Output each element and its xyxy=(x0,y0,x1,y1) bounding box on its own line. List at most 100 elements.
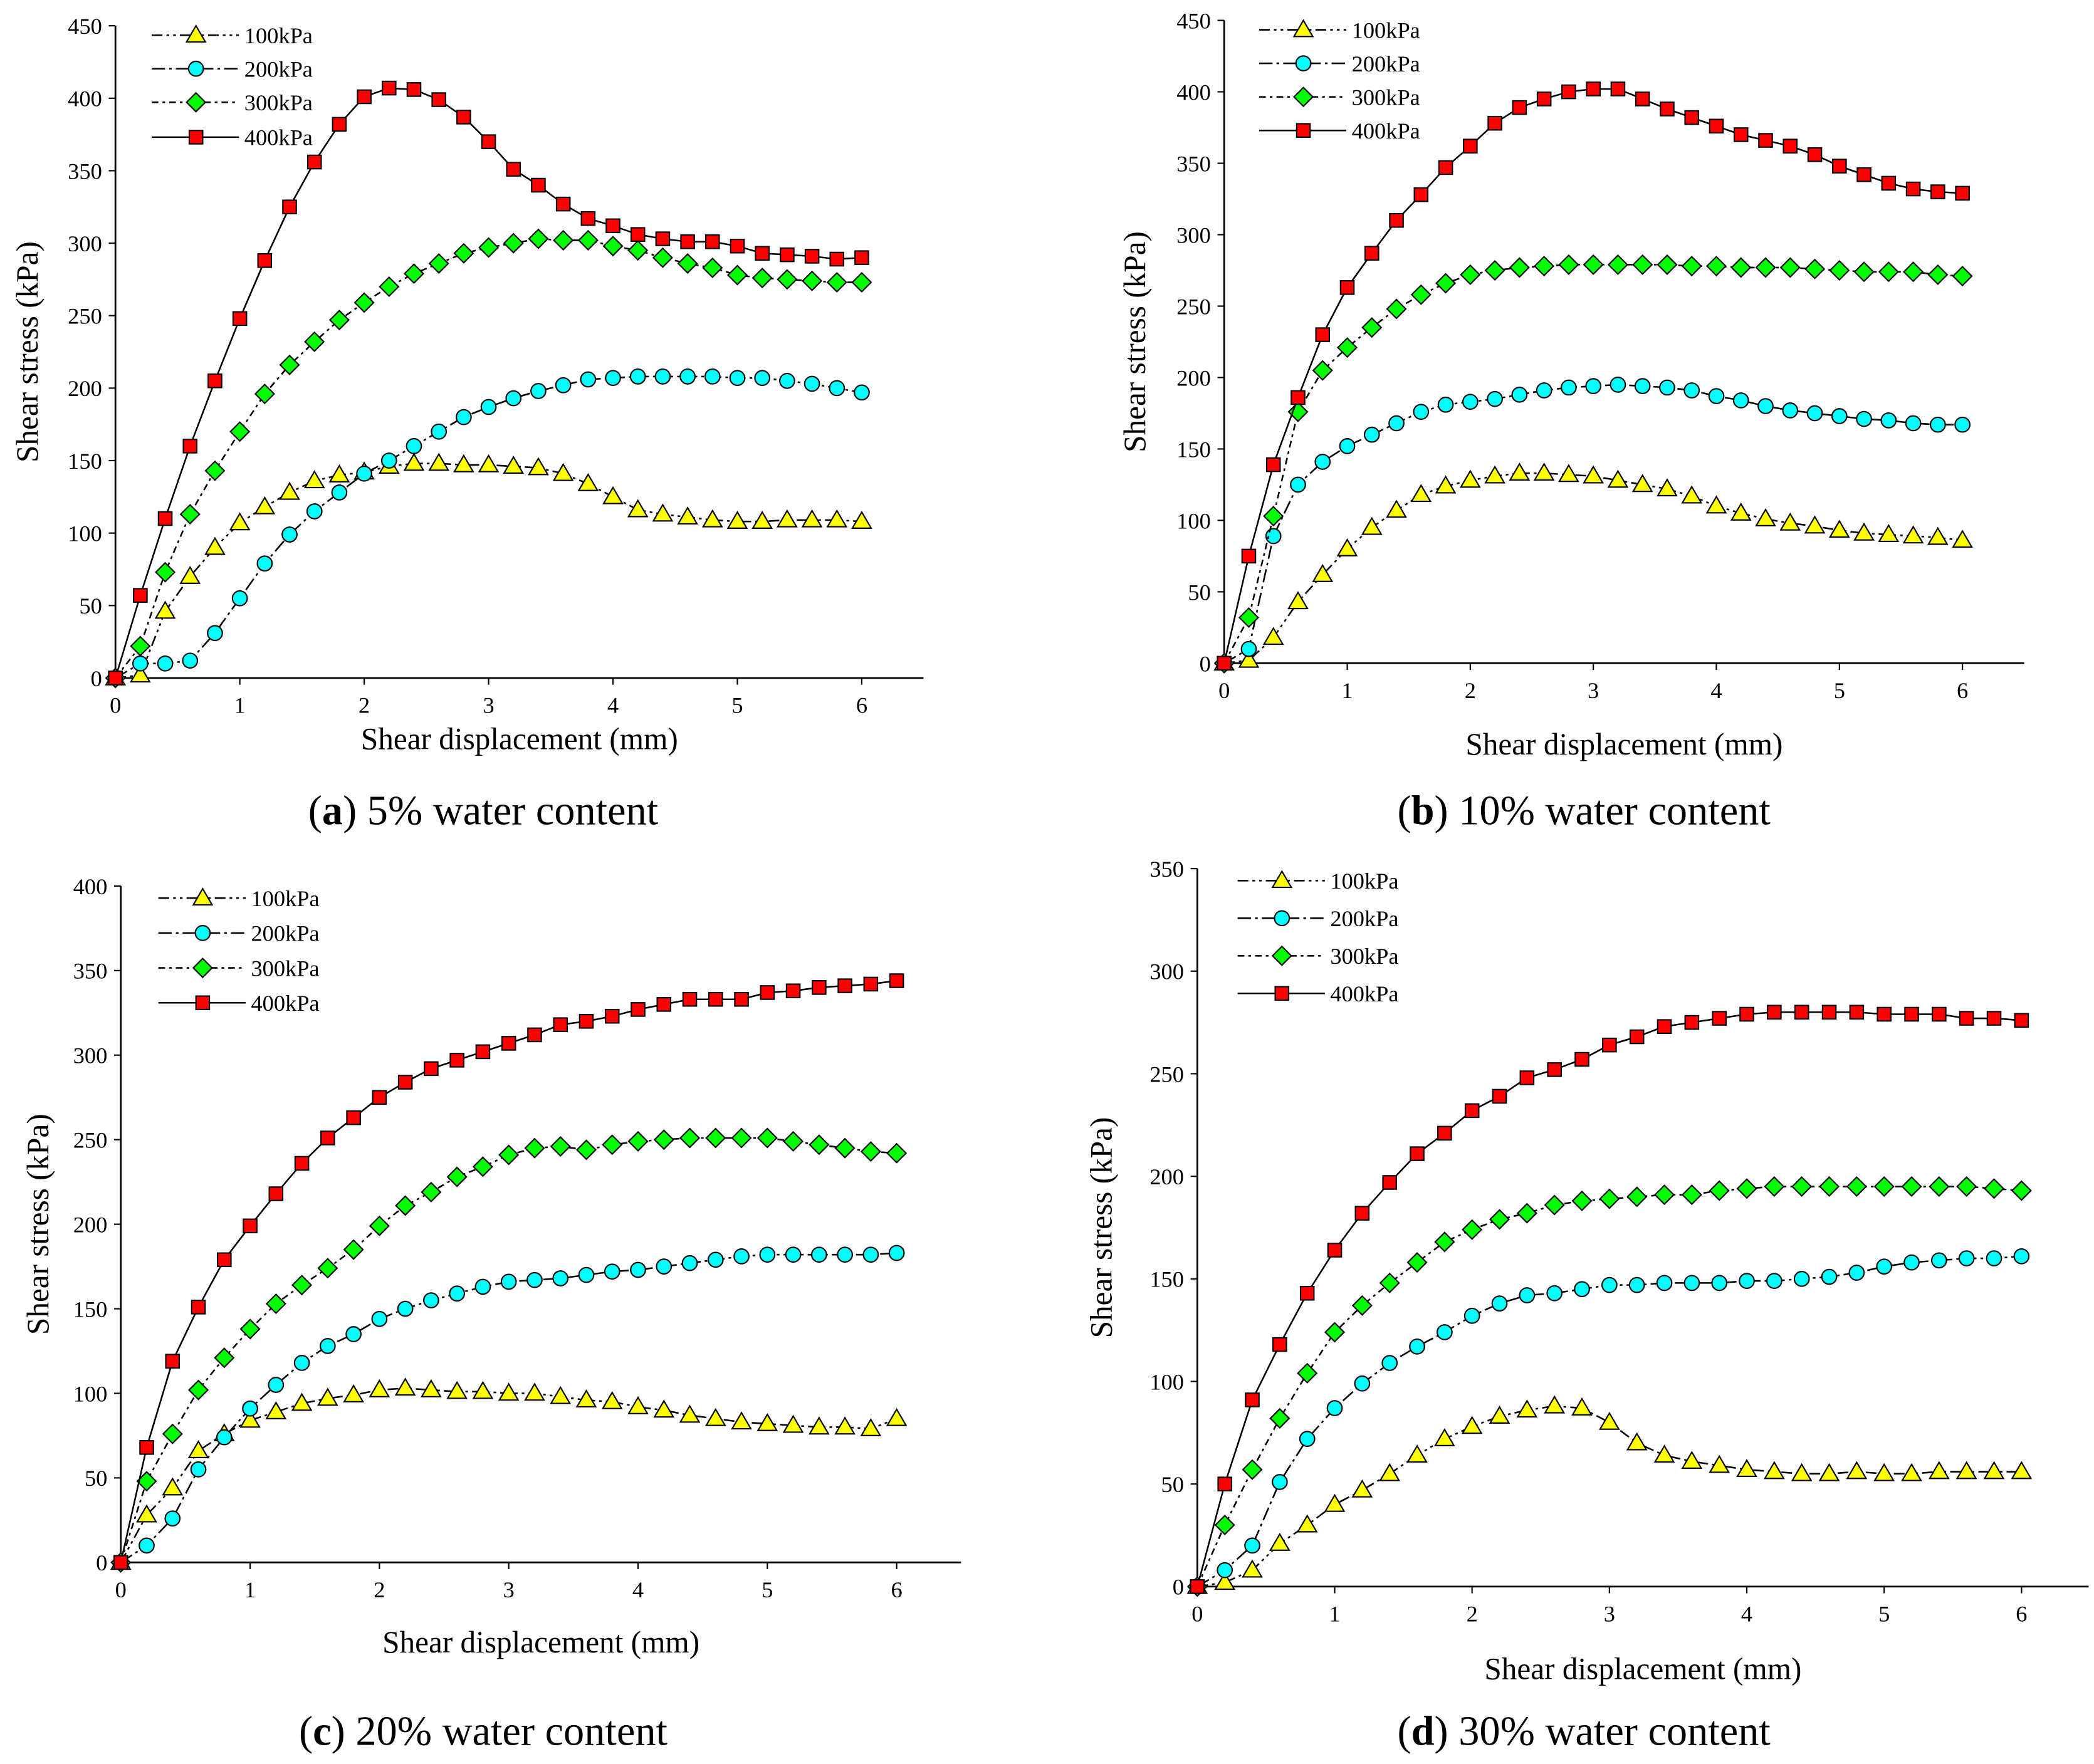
y-tick-label: 200 xyxy=(73,1212,108,1237)
data-point-200kPa xyxy=(580,371,597,388)
data-point-200kPa xyxy=(1561,379,1577,396)
x-tick-label: 2 xyxy=(374,1577,385,1602)
data-point-400kPa xyxy=(207,373,222,389)
data-point-100kPa xyxy=(1509,462,1531,481)
data-point-300kPa xyxy=(317,1258,338,1279)
data-point-300kPa xyxy=(1509,257,1530,278)
data-point-400kPa xyxy=(555,196,571,212)
data-point-100kPa xyxy=(446,1380,468,1399)
data-point-400kPa xyxy=(506,162,521,177)
data-point-200kPa xyxy=(505,390,522,407)
data-point-400kPa xyxy=(656,997,672,1012)
y-tick-label: 100 xyxy=(1149,1369,1184,1394)
data-point-100kPa xyxy=(777,509,798,528)
data-point-200kPa xyxy=(1711,1275,1728,1292)
caption-letter: c xyxy=(313,1709,331,1755)
data-point-400kPa xyxy=(760,985,775,1000)
x-tick-label: 1 xyxy=(244,1577,256,1602)
data-point-400kPa xyxy=(1821,1005,1837,1020)
y-axis-label: Shear stress (kPa) xyxy=(10,241,44,462)
data-point-200kPa xyxy=(1634,378,1651,394)
x-tick-label: 5 xyxy=(762,1577,773,1602)
caption-text: 20% water content xyxy=(355,1709,667,1755)
data-point-400kPa xyxy=(1382,1175,1397,1190)
data-point-200kPa xyxy=(1601,1276,1618,1293)
data-point-400kPa xyxy=(2014,1013,2029,1028)
data-point-200kPa xyxy=(281,526,298,543)
data-point-300kPa xyxy=(1632,254,1653,275)
data-point-200kPa xyxy=(1272,1474,1288,1490)
data-point-400kPa xyxy=(1389,212,1404,228)
x-axis-label: Shear displacement (mm) xyxy=(361,721,678,756)
data-point-200kPa xyxy=(578,1266,595,1283)
data-point-300kPa xyxy=(1324,1322,1346,1343)
data-point-400kPa xyxy=(306,154,322,170)
data-point-400kPa xyxy=(708,991,723,1007)
x-tick-label: 2 xyxy=(1467,1602,1478,1627)
data-point-100kPa xyxy=(1681,1451,1703,1469)
y-tick-label: 300 xyxy=(1149,959,1184,984)
data-point-100kPa xyxy=(239,1409,261,1428)
data-point-300kPa xyxy=(1709,1180,1730,1201)
data-point-300kPa xyxy=(421,1181,442,1203)
data-point-100kPa xyxy=(1238,649,1260,668)
panel-d: 0 1 2 3 4 5 6 0 50 100 150 200 250 300 350 Shear displa… xyxy=(1084,857,2089,1755)
data-point-400kPa xyxy=(332,117,347,132)
data-point-100kPa xyxy=(1631,474,1653,493)
data-point-300kPa xyxy=(1779,257,1801,278)
data-point-300kPa xyxy=(1489,1209,1510,1230)
data-point-300kPa xyxy=(204,460,226,481)
data-point-300kPa xyxy=(179,504,201,525)
data-point-100kPa xyxy=(1927,526,1949,545)
x-tick-label: 6 xyxy=(1957,678,1968,703)
data-point-100kPa xyxy=(1755,508,1776,526)
legend-label: 200kPa xyxy=(1352,51,1420,76)
series-300kPa xyxy=(105,228,872,689)
data-point-400kPa xyxy=(680,234,695,249)
data-point-300kPa xyxy=(524,1137,545,1159)
data-point-300kPa xyxy=(1516,1203,1537,1224)
data-point-200kPa xyxy=(1574,1281,1590,1298)
data-point-200kPa xyxy=(157,655,174,672)
series-200kPa xyxy=(1189,1248,2030,1595)
legend-item-100kPa: 100kPa xyxy=(1259,18,1420,43)
legend-marker-circle xyxy=(1295,55,1312,71)
data-point-100kPa xyxy=(1435,475,1457,494)
data-point-300kPa xyxy=(679,1127,701,1149)
data-point-300kPa xyxy=(1406,1252,1428,1273)
x-tick-label: 3 xyxy=(503,1577,515,1602)
data-point-300kPa xyxy=(1386,298,1407,320)
y-tick-label: 50 xyxy=(85,1466,107,1491)
data-point-400kPa xyxy=(1904,1006,1919,1022)
data-point-400kPa xyxy=(1437,1125,1452,1141)
data-point-100kPa xyxy=(1901,1463,1922,1481)
y-tick-label: 50 xyxy=(1161,1472,1184,1497)
series-300kPa xyxy=(1213,254,1973,674)
data-point-200kPa xyxy=(1793,1270,1810,1287)
legend-marker-triangle xyxy=(185,24,207,43)
data-point-400kPa xyxy=(1561,84,1576,100)
data-point-200kPa xyxy=(733,1248,750,1265)
data-point-200kPa xyxy=(804,375,820,392)
data-point-100kPa xyxy=(653,1399,675,1418)
x-tick-label: 3 xyxy=(483,693,494,718)
data-point-400kPa xyxy=(294,1156,310,1171)
data-point-200kPa xyxy=(759,1246,776,1263)
data-point-200kPa xyxy=(268,1377,285,1393)
data-point-400kPa xyxy=(424,1061,439,1077)
data-point-300kPa xyxy=(1927,264,1949,285)
data-point-400kPa xyxy=(1856,167,1872,182)
data-point-400kPa xyxy=(1265,457,1281,472)
legend-label: 300kPa xyxy=(244,90,313,115)
data-point-400kPa xyxy=(372,1090,387,1105)
data-point-400kPa xyxy=(682,991,698,1007)
data-point-100kPa xyxy=(478,454,500,472)
data-point-200kPa xyxy=(1986,1250,2002,1266)
data-point-100kPa xyxy=(886,1407,908,1426)
data-point-400kPa xyxy=(456,110,471,125)
y-tick-label: 0 xyxy=(91,666,102,691)
data-point-400kPa xyxy=(1354,1206,1370,1221)
legend-item-200kPa: 200kPa xyxy=(158,921,320,946)
data-point-100kPa xyxy=(726,511,748,529)
data-point-200kPa xyxy=(785,1246,802,1263)
